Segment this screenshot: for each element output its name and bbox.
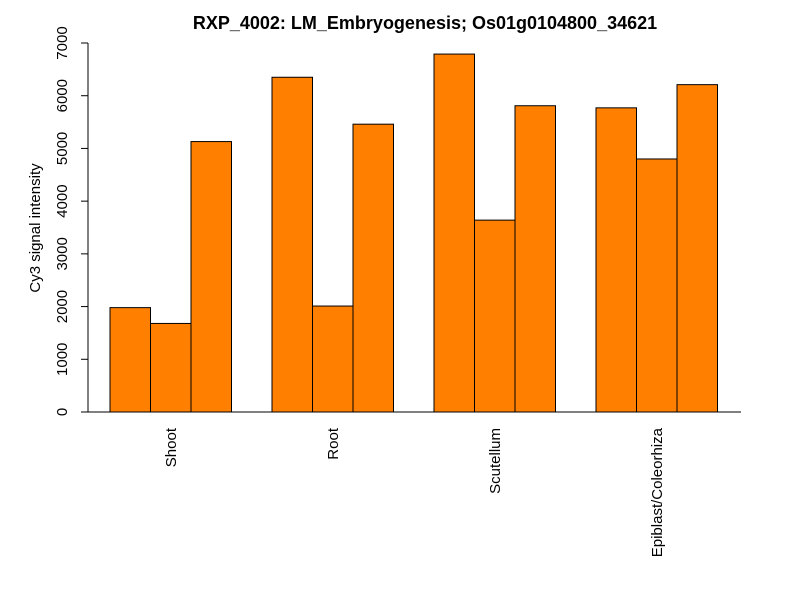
y-tick-label: 3000 [54,237,71,270]
y-tick-label: 6000 [54,79,71,112]
y-tick-label: 4000 [54,184,71,217]
x-category-label: Root [325,427,342,460]
bar-epiblast-coleorhiza-3 [676,84,718,413]
bar-epiblast-coleorhiza-2 [636,158,678,413]
bar-shoot-2 [150,322,192,413]
y-tick-label: 0 [54,408,71,416]
y-axis-label: Cy3 signal intensity [27,163,44,293]
bar-scutellum-1 [433,53,475,413]
x-category-label: Shoot [163,427,180,467]
bar-scutellum-2 [474,219,516,413]
x-category-label: Epiblast/Coleorhiza [649,427,666,557]
y-tick-label: 5000 [54,132,71,165]
bar-root-2 [312,305,354,413]
y-axis: 0 1000 2000 3000 4000 5000 6000 7000 [54,26,89,416]
x-axis: Shoot Root Scutellum Epiblast/Coleorhiza [88,411,741,557]
bar-epiblast-coleorhiza-1 [595,107,637,413]
chart-title: RXP_4002: LM_Embryogenesis; Os01g0104800… [193,13,657,33]
bars [109,53,718,413]
y-tick-label: 7000 [54,26,71,59]
bar-root-3 [352,123,394,413]
y-tick-label: 2000 [54,290,71,323]
bar-shoot-3 [190,141,232,413]
y-tick-label: 1000 [54,343,71,376]
bar-root-1 [271,76,313,413]
bar-scutellum-3 [514,105,556,413]
x-category-label: Scutellum [487,428,504,494]
bar-shoot-1 [109,307,151,413]
